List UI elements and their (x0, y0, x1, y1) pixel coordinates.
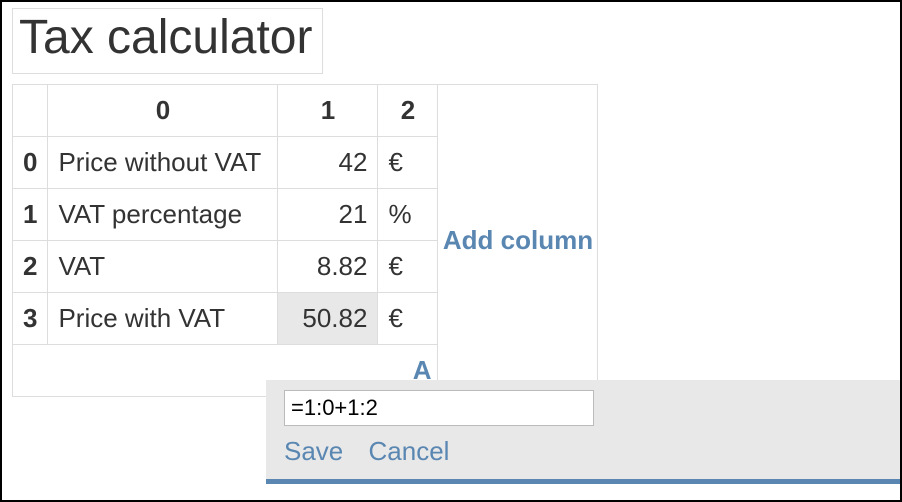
table-row: 2 VAT 8.82 € (13, 240, 438, 292)
cell[interactable]: € (378, 240, 438, 292)
table-row: 0 Price without VAT 42 € (13, 136, 438, 188)
cell[interactable]: € (378, 292, 438, 344)
cancel-button[interactable]: Cancel (369, 436, 450, 466)
corner-cell (13, 84, 48, 136)
cell-active[interactable]: 50.82 (278, 292, 378, 344)
page-title[interactable]: Tax calculator (12, 8, 323, 74)
cell[interactable]: € (378, 136, 438, 188)
column-header[interactable]: 2 (378, 84, 438, 136)
column-header[interactable]: 1 (278, 84, 378, 136)
table-row: 1 VAT percentage 21 % (13, 188, 438, 240)
cell[interactable]: % (378, 188, 438, 240)
cell[interactable]: Price without VAT (48, 136, 278, 188)
formula-input[interactable] (284, 390, 594, 426)
column-header[interactable]: 0 (48, 84, 278, 136)
row-header[interactable]: 3 (13, 292, 48, 344)
cell[interactable]: VAT percentage (48, 188, 278, 240)
cell[interactable]: Price with VAT (48, 292, 278, 344)
formula-editor: Save Cancel (266, 380, 900, 484)
save-button[interactable]: Save (284, 436, 343, 466)
spreadsheet-area: 0 1 2 0 Price without VAT 42 € 1 VAT per… (12, 84, 890, 397)
app-frame: Tax calculator 0 1 2 0 Price without VAT… (0, 0, 902, 502)
cell[interactable]: 8.82 (278, 240, 378, 292)
row-header[interactable]: 0 (13, 136, 48, 188)
cell[interactable]: 21 (278, 188, 378, 240)
spreadsheet: 0 1 2 0 Price without VAT 42 € 1 VAT per… (12, 84, 438, 397)
column-header-row: 0 1 2 (13, 84, 438, 136)
row-header[interactable]: 2 (13, 240, 48, 292)
cell[interactable]: VAT (48, 240, 278, 292)
table-row: 3 Price with VAT 50.82 € (13, 292, 438, 344)
row-header[interactable]: 1 (13, 188, 48, 240)
add-column-button[interactable]: Add column (438, 84, 598, 397)
add-column-label: Add column (443, 224, 593, 257)
cell[interactable]: 42 (278, 136, 378, 188)
editor-actions: Save Cancel (284, 436, 882, 467)
